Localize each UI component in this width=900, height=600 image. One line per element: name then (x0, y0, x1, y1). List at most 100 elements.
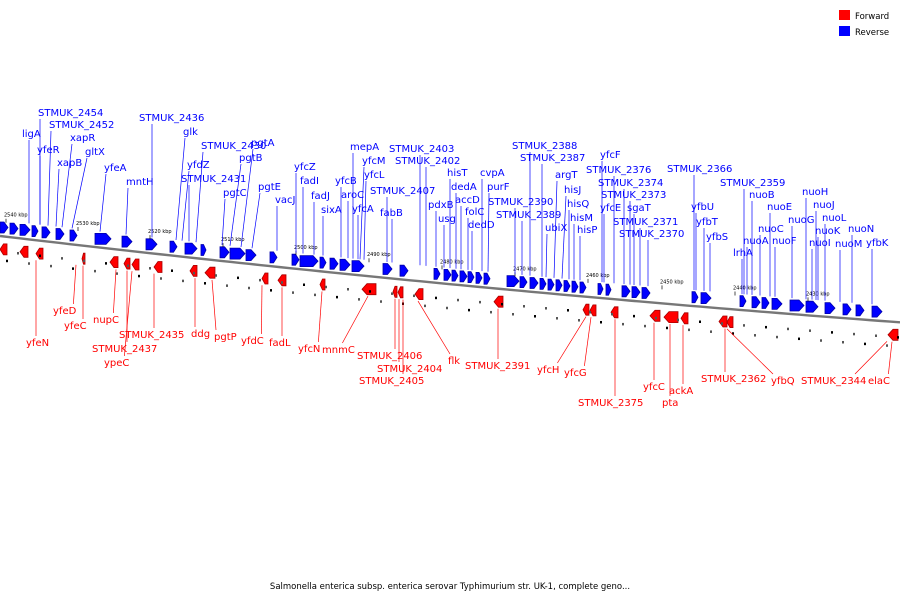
forward-gene-arrow[interactable] (680, 312, 689, 325)
reverse-gene-arrow[interactable] (169, 240, 178, 253)
reverse-gene-arrow[interactable] (579, 281, 587, 294)
forward-gene-arrow[interactable] (319, 278, 326, 291)
forward-gene-arrow[interactable] (887, 328, 899, 341)
reverse-gene-arrow[interactable] (55, 228, 65, 240)
reverse-gene-arrow[interactable] (329, 257, 339, 270)
gene-label-hisj: hisJ (564, 185, 581, 196)
reverse-gene-arrow[interactable] (41, 226, 51, 239)
reverse-gene-arrow[interactable] (399, 264, 409, 277)
minor-tick-mark (501, 302, 503, 306)
reverse-gene-arrow[interactable] (94, 232, 112, 245)
forward-gene-arrow[interactable] (81, 252, 86, 265)
forward-gene-arrow[interactable] (663, 311, 679, 324)
forward-gene-arrow[interactable] (582, 303, 590, 316)
reverse-gene-arrow[interactable] (219, 246, 230, 259)
reverse-gene-arrow[interactable] (229, 247, 246, 260)
minor-tick-mark (193, 271, 195, 275)
forward-gene-arrow[interactable] (131, 258, 140, 271)
reverse-gene-arrow[interactable] (382, 263, 393, 275)
minor-tick-mark (391, 292, 393, 295)
gene-label-mnth: mntH (126, 177, 154, 188)
forward-gene-arrow[interactable] (123, 257, 131, 270)
forward-gene-arrow[interactable] (189, 264, 198, 277)
reverse-gene-arrow[interactable] (739, 295, 747, 308)
reverse-gene-arrow[interactable] (597, 283, 604, 295)
reverse-gene-arrow[interactable] (31, 225, 39, 238)
forward-gene-arrow[interactable] (649, 309, 661, 322)
forward-gene-arrow[interactable] (109, 256, 119, 269)
minor-tick-mark (622, 322, 624, 326)
forward-gene-arrow[interactable] (361, 283, 377, 296)
reverse-gene-arrow[interactable] (700, 292, 712, 305)
reverse-gene-arrow[interactable] (269, 251, 278, 264)
reverse-gene-arrow[interactable] (451, 269, 459, 282)
reverse-gene-arrow[interactable] (824, 302, 836, 315)
reverse-gene-arrow[interactable] (433, 267, 441, 280)
reverse-gene-arrow[interactable] (299, 255, 319, 268)
reverse-gene-arrow[interactable] (467, 271, 475, 284)
forward-gene-arrow[interactable] (397, 286, 404, 299)
forward-gene-arrow[interactable] (0, 243, 8, 256)
reverse-gene-arrow[interactable] (351, 260, 365, 273)
forward-gene-arrow[interactable] (610, 306, 619, 319)
reverse-gene-arrow[interactable] (855, 304, 865, 317)
reverse-gene-arrow[interactable] (319, 256, 327, 269)
minor-tick-mark (479, 300, 481, 304)
reverse-gene-arrow[interactable] (506, 275, 520, 288)
reverse-gene-arrow[interactable] (529, 277, 539, 289)
reverse-gene-arrow[interactable] (691, 291, 699, 304)
reverse-gene-arrow[interactable] (184, 242, 198, 255)
reverse-gene-arrow[interactable] (871, 305, 883, 318)
reverse-gene-arrow[interactable] (519, 276, 528, 289)
reverse-gene-arrow[interactable] (842, 303, 852, 316)
forward-gene-arrow[interactable] (392, 285, 398, 298)
reverse-gene-arrow[interactable] (245, 249, 257, 262)
minor-tick-mark (347, 287, 349, 291)
reverse-gene-arrow[interactable] (121, 235, 133, 248)
reverse-gene-arrow[interactable] (805, 300, 819, 313)
reverse-gene-arrow[interactable] (9, 222, 19, 235)
gene-label-deda: dedA (451, 182, 477, 193)
forward-gene-arrow[interactable] (493, 295, 504, 308)
reverse-gene-arrow[interactable] (547, 278, 555, 291)
reverse-gene-arrow[interactable] (641, 287, 651, 299)
forward-gene-arrow[interactable] (414, 288, 424, 301)
reverse-gene-arrow[interactable] (555, 279, 563, 292)
reverse-gene-arrow[interactable] (0, 221, 9, 234)
minor-tick-mark (413, 294, 415, 298)
forward-gene-arrow[interactable] (277, 274, 287, 287)
reverse-gene-arrow[interactable] (563, 280, 571, 292)
reverse-gene-arrow[interactable] (621, 285, 631, 298)
reverse-gene-arrow[interactable] (483, 272, 491, 285)
forward-gene-arrow[interactable] (718, 315, 728, 328)
forward-gene-arrow[interactable] (153, 261, 163, 273)
reverse-gene-arrow[interactable] (145, 238, 158, 251)
reverse-gene-arrow[interactable] (761, 297, 770, 309)
forward-gene-arrow[interactable] (35, 247, 44, 260)
gene-label-hist: hisT (447, 168, 468, 179)
forward-gene-arrow[interactable] (19, 245, 29, 258)
reverse-gene-arrow[interactable] (539, 277, 547, 290)
reverse-gene-arrow[interactable] (69, 229, 78, 242)
label-leader-line (553, 180, 558, 278)
reverse-gene-arrow[interactable] (751, 296, 761, 309)
reverse-gene-arrow[interactable] (339, 258, 351, 271)
reverse-gene-arrow[interactable] (443, 268, 452, 281)
reverse-gene-arrow[interactable] (200, 244, 207, 256)
forward-gene-arrow[interactable] (261, 272, 269, 285)
reverse-gene-arrow[interactable] (789, 299, 805, 312)
gene-label-stmuk-2344: STMUK_2344 (801, 376, 866, 387)
reverse-gene-arrow[interactable] (291, 253, 300, 266)
minor-tick-mark (325, 285, 327, 289)
reverse-gene-arrow[interactable] (771, 297, 783, 310)
forward-gene-arrow[interactable] (589, 304, 597, 317)
reverse-gene-arrow[interactable] (605, 283, 612, 296)
reverse-gene-arrow[interactable] (571, 280, 579, 293)
reverse-gene-arrow[interactable] (459, 270, 468, 283)
forward-gene-arrow[interactable] (726, 316, 734, 329)
gene-label-nuom: nuoM (835, 239, 862, 250)
reverse-gene-arrow[interactable] (475, 271, 483, 284)
forward-gene-arrow[interactable] (204, 266, 216, 279)
reverse-gene-arrow[interactable] (19, 223, 31, 236)
reverse-gene-arrow[interactable] (631, 286, 641, 299)
